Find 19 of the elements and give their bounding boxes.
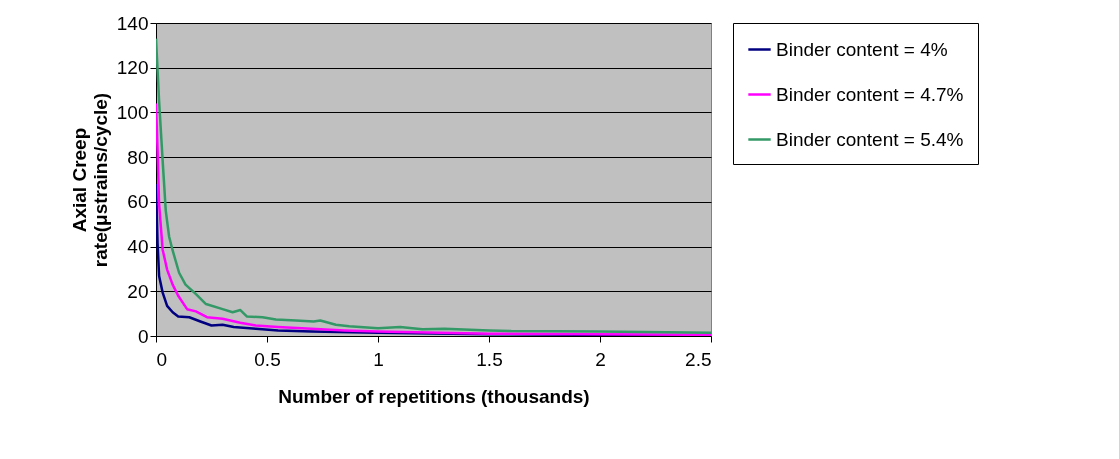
x-axis-title: Number of repetitions (thousands) <box>278 385 590 407</box>
x-tick-label: 0 <box>156 348 168 370</box>
x-tick-label: 1.5 <box>476 348 503 370</box>
x-tick-label: 2.5 <box>685 348 712 370</box>
y-tick-label: 120 <box>116 57 149 79</box>
legend-label: Binder content = 5.4% <box>776 128 964 150</box>
legend-label: Binder content = 4.7% <box>776 83 964 105</box>
y-tick-label: 40 <box>127 236 149 258</box>
y-tick-label: 100 <box>116 101 149 123</box>
y-tick-label: 80 <box>127 146 149 168</box>
y-axis-title: Axial Creep rate(μstrains/cycle) <box>68 92 111 268</box>
y-tick-label: 20 <box>127 280 149 302</box>
y-tick-label: 60 <box>127 191 149 213</box>
x-tick-label: 2 <box>595 348 606 370</box>
y-tick-label: 140 <box>116 12 149 34</box>
x-tick-label: 1 <box>373 348 384 370</box>
x-tick-label: 0.5 <box>254 348 281 370</box>
y-tick-label: 0 <box>137 325 149 347</box>
legend-label: Binder content = 4% <box>776 38 948 60</box>
